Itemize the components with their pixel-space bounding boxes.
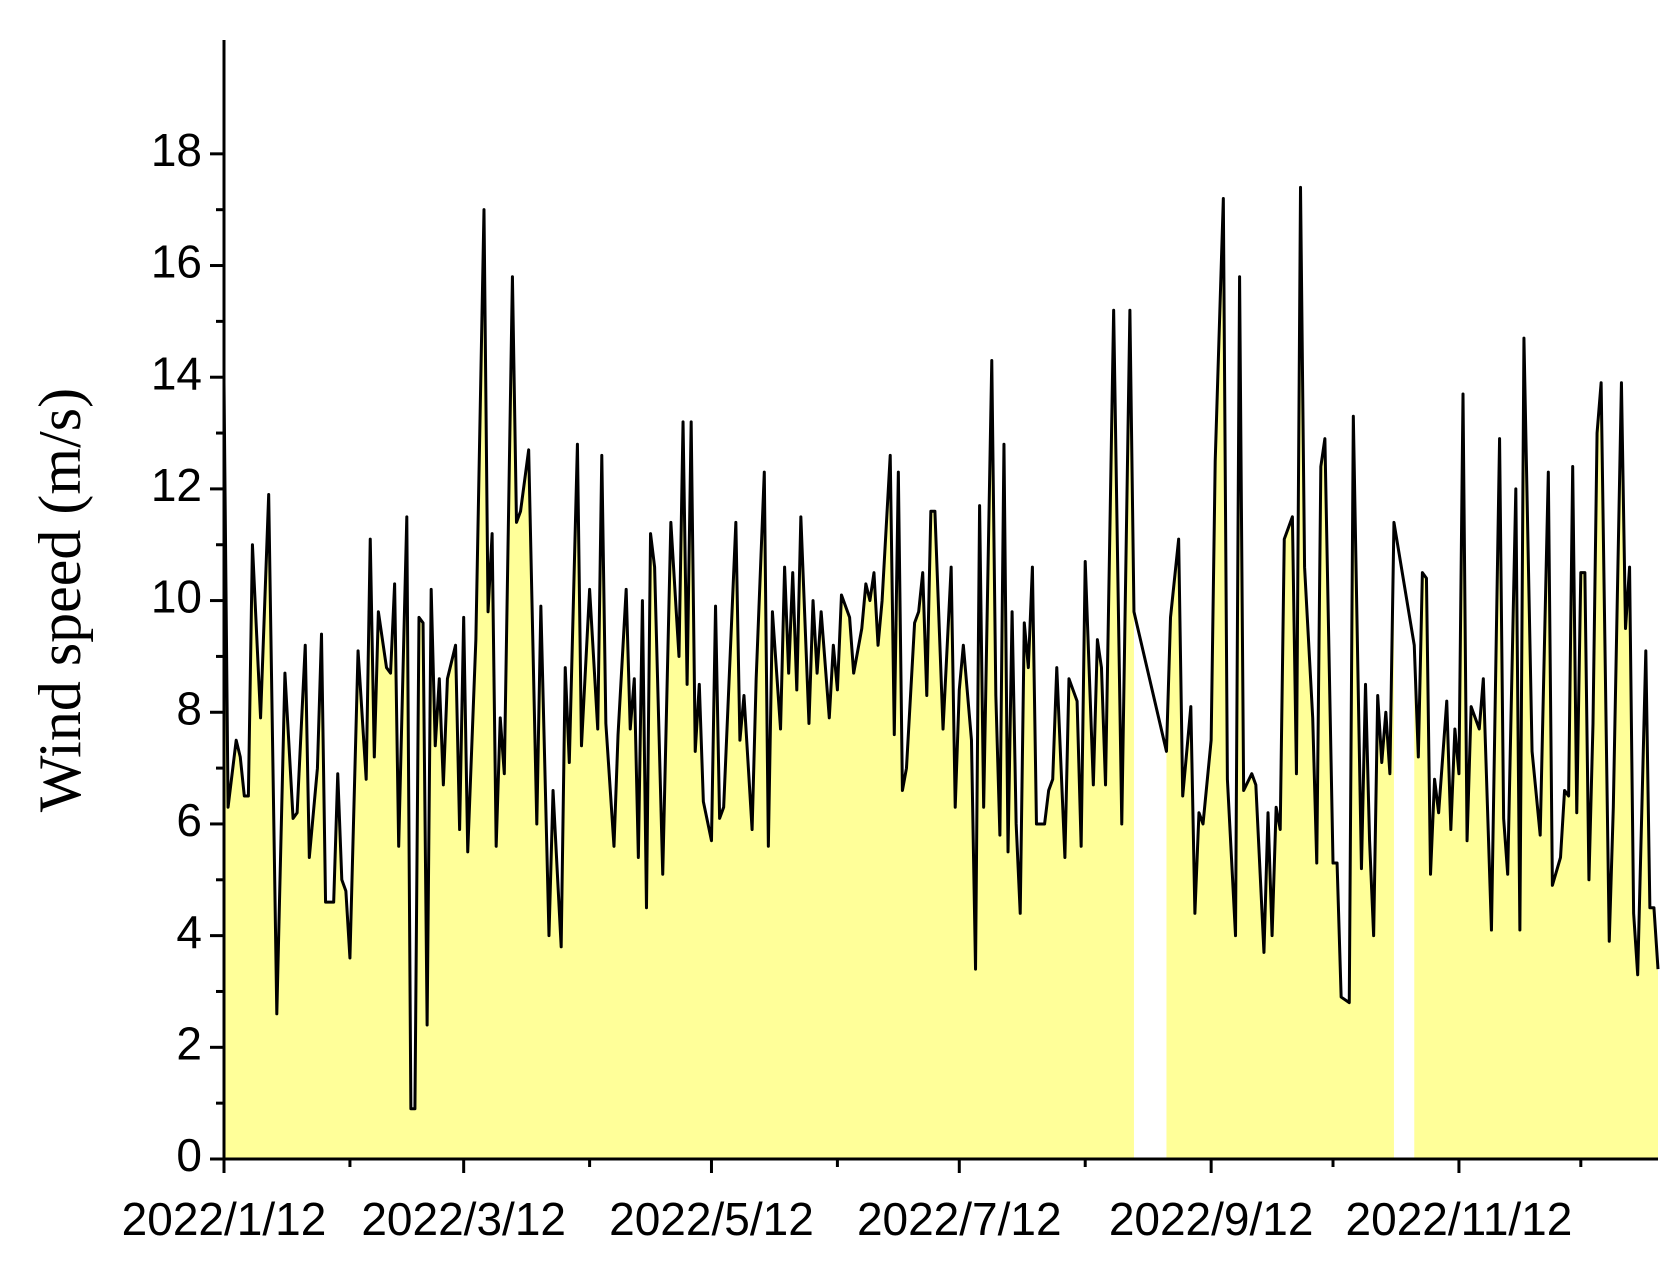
x-tick-label: 2022/1/12 — [122, 1193, 327, 1245]
line — [222, 185, 1660, 1111]
y-tick-label: 8 — [176, 682, 202, 734]
area-fill — [1414, 338, 1658, 1159]
area-fill — [1166, 187, 1394, 1160]
y-tick-label: 6 — [176, 794, 202, 846]
y-tick-label: 16 — [151, 236, 202, 288]
x-tick-label: 2022/5/12 — [609, 1193, 814, 1245]
area-fill — [224, 209, 1134, 1159]
y-tick-label: 10 — [151, 571, 202, 623]
y-tick-label: 0 — [176, 1129, 202, 1181]
y-tick-label: 2 — [176, 1017, 202, 1069]
x-tick-label: 2022/3/12 — [361, 1193, 566, 1245]
y-tick-label: 4 — [176, 906, 202, 958]
y-axis-title: Wind speed (m/s) — [27, 388, 93, 812]
x-tick-label: 2022/7/12 — [857, 1193, 1062, 1245]
x-tick-label: 2022/9/12 — [1109, 1193, 1314, 1245]
y-tick-label: 14 — [151, 347, 202, 399]
x-tick-label: 2022/11/12 — [1346, 1193, 1573, 1245]
y-tick-label: 12 — [151, 459, 202, 511]
y-tick-label: 18 — [151, 124, 202, 176]
